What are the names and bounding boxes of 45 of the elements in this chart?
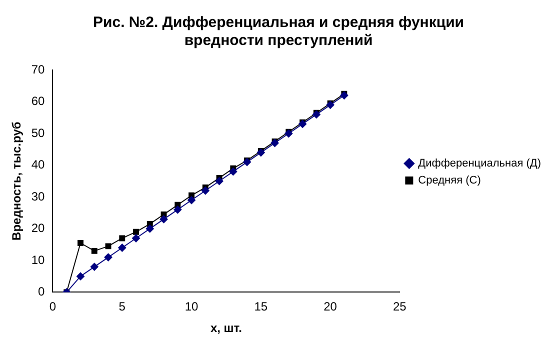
point: [284, 129, 293, 138]
point: [91, 248, 98, 254]
legend-label: Средняя (С): [418, 174, 481, 187]
point: [256, 148, 265, 157]
point: [215, 177, 224, 186]
point: [105, 243, 112, 250]
y-tick-label: 20: [31, 221, 46, 236]
text: Рис. №2. Дифференциальная и средняя функции: [92, 14, 464, 32]
point: [160, 215, 168, 224]
x-axis-title: x, шт.: [210, 321, 242, 336]
text: вредности преступлений: [184, 32, 373, 50]
y-tick-label: 40: [31, 158, 46, 172]
point: [312, 110, 320, 118]
y-tick-label: 30: [31, 189, 46, 204]
point: [133, 228, 139, 235]
point: [298, 120, 307, 128]
point: [270, 139, 279, 148]
point: [132, 234, 140, 242]
point: [104, 253, 112, 262]
legend-label: Дифференциальная (Д): [418, 158, 542, 170]
point: [76, 272, 85, 280]
x-tick-label: 0: [49, 300, 56, 314]
x-tick-label: 10: [184, 300, 199, 314]
x-tick-label: 5: [118, 300, 126, 314]
point: [326, 100, 334, 109]
y-tick-label: 60: [31, 94, 46, 108]
x-tick-label: 25: [393, 300, 407, 314]
point: [340, 91, 348, 100]
y-axis-title: Вредность, тыс.руб: [10, 122, 24, 240]
point: [188, 196, 196, 204]
x-tick-label: 20: [324, 300, 338, 314]
point: [118, 244, 126, 252]
y-tick-label: 10: [31, 252, 46, 267]
x-tick-label: 15: [254, 300, 268, 314]
y-tick-label: 70: [31, 62, 46, 76]
y-tick-label: 50: [31, 126, 46, 140]
point: [146, 224, 154, 233]
point: [174, 206, 182, 214]
point: [78, 240, 84, 246]
point: [90, 262, 98, 271]
point: [201, 186, 210, 195]
point: [243, 158, 252, 166]
y-tick-label: 0: [38, 284, 46, 299]
point: [229, 168, 238, 176]
point: [119, 235, 126, 242]
